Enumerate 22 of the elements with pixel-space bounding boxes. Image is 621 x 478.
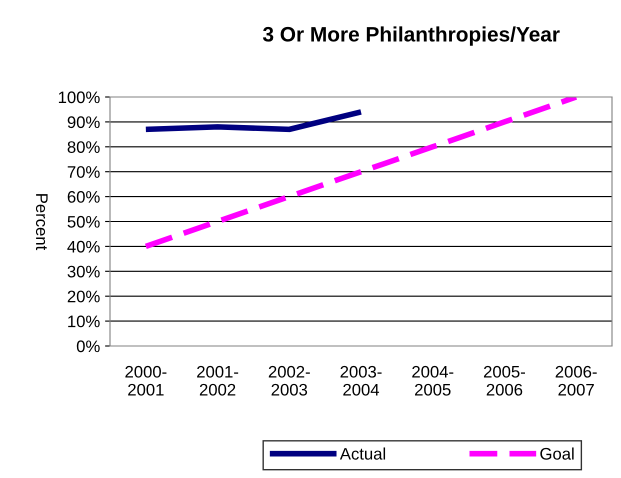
legend-label: Goal	[540, 447, 574, 460]
y-tick-label: 70%	[68, 166, 100, 178]
y-tick-label: 20%	[68, 290, 100, 302]
y-axis-title: Percent	[36, 194, 48, 250]
x-tick-label: 2000- 2001	[125, 366, 166, 396]
y-tick-label: 100%	[58, 91, 100, 104]
chart-title: 3 Or More Philanthropies/Year	[262, 26, 560, 46]
y-tick-label: 60%	[68, 191, 100, 203]
legend-label: Actual	[340, 447, 386, 460]
x-tick-label: 2006- 2007	[556, 366, 597, 396]
y-tick-label: 30%	[68, 266, 100, 278]
x-tick-label: 2003- 2004	[340, 366, 382, 396]
y-tick-label: 40%	[67, 240, 100, 253]
y-tick-label: 10%	[68, 316, 100, 328]
y-tick-label: 50%	[68, 216, 100, 228]
y-tick-label: 80%	[68, 141, 100, 154]
x-tick-label: 2004- 2005	[412, 366, 454, 396]
x-tick-label: 2002- 2003	[268, 366, 310, 396]
y-tick-label: 90%	[68, 116, 100, 128]
y-tick-label: 0%	[76, 340, 100, 352]
x-tick-label: 2005- 2006	[484, 366, 526, 396]
x-tick-label: 2001- 2002	[197, 366, 238, 396]
